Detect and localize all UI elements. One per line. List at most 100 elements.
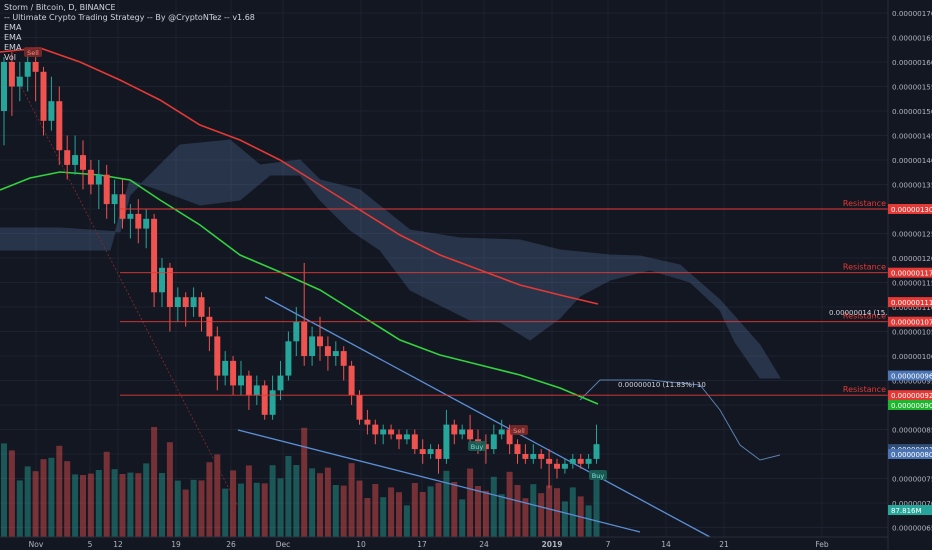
- wedge-upper-line: [264, 296, 711, 538]
- candle: [522, 444, 529, 464]
- candle-body: [340, 351, 347, 366]
- candle-body: [16, 76, 23, 87]
- cloud-area: [0, 139, 781, 379]
- indicator-ema-1[interactable]: EMA: [4, 23, 22, 32]
- volume-bar: [554, 488, 560, 537]
- trendlines[interactable]: [4, 54, 711, 538]
- candle: [245, 370, 252, 410]
- volume-bar: [32, 471, 39, 537]
- price-tick-label: 0.00000155: [892, 83, 932, 92]
- volume-bar: [214, 454, 221, 537]
- time-tick-label: Dec: [276, 540, 291, 549]
- volume-bar: [119, 474, 126, 537]
- volume-bar: [111, 469, 118, 537]
- time-tick-label: 12: [113, 540, 123, 549]
- volume-bar: [301, 427, 308, 537]
- price-tick-label: 0.00000140: [892, 156, 932, 165]
- candle-body: [514, 444, 521, 454]
- candle-body: [490, 434, 497, 450]
- candle-body: [403, 434, 410, 440]
- candle-body: [8, 62, 15, 87]
- volume-bar: [317, 473, 323, 537]
- time-tick-label: 17: [417, 540, 427, 549]
- volume-bar: [569, 487, 576, 537]
- measure-label-1: 0.00000014 (15.24%) 1: [829, 309, 912, 317]
- candle: [490, 424, 497, 454]
- candle-body: [159, 267, 165, 293]
- candle-body: [24, 62, 31, 77]
- candle: [585, 454, 592, 469]
- candle-body: [166, 267, 173, 307]
- time-axis[interactable]: Nov 5 12 19 26 Dec 10 17 24 2019 7 14 21 Feb: [29, 540, 829, 549]
- volume-bar: [277, 478, 284, 537]
- volume-bar: [443, 470, 450, 537]
- candle: [419, 439, 426, 464]
- candle-body: [443, 424, 450, 459]
- candle-body: [317, 336, 323, 347]
- candle: [356, 390, 363, 425]
- volume-bar: [16, 480, 23, 537]
- volume-bar: [482, 490, 489, 537]
- volume-bar: [8, 450, 15, 537]
- candle-body: [569, 458, 576, 464]
- candle: [222, 351, 229, 386]
- price-tick-label: 0.00000085: [892, 426, 932, 435]
- candle: [317, 316, 323, 361]
- ichimoku-cloud: [0, 139, 781, 461]
- candle-body: [459, 429, 466, 435]
- price-tick-label: 0.00000160: [892, 58, 932, 67]
- volume-bar: [380, 497, 387, 537]
- candles: [1, 52, 600, 489]
- candle: [182, 292, 189, 327]
- indicator-ema-3[interactable]: EMA: [4, 43, 22, 52]
- candle: [261, 380, 268, 420]
- signal-marker-label: Sell: [27, 49, 39, 57]
- candle-body: [245, 375, 252, 396]
- candle-body: [380, 429, 387, 435]
- volume-bar: [459, 499, 466, 537]
- candle: [238, 360, 244, 396]
- price-tick-label: 0.00000115: [892, 279, 932, 288]
- candle: [127, 204, 134, 239]
- volume-bar: [530, 484, 537, 537]
- volume-bar: [80, 475, 86, 537]
- volume-bar: [514, 485, 521, 537]
- candle-body: [554, 463, 560, 469]
- volume-bar: [48, 457, 55, 537]
- ema-fast-tag: 0.00000111: [891, 299, 932, 307]
- ema-slow-tag-bg: [888, 400, 932, 410]
- candle-body: [214, 336, 221, 376]
- candle-body: [538, 454, 545, 459]
- volume-bars: [1, 427, 600, 537]
- candle-body: [593, 444, 600, 459]
- candle-body: [388, 429, 395, 435]
- candle: [372, 419, 379, 445]
- candle-body: [95, 174, 102, 185]
- volume-bar: [135, 473, 142, 537]
- candle: [411, 429, 418, 454]
- candle: [166, 262, 173, 332]
- candle-body: [396, 434, 402, 440]
- candle-body: [411, 434, 418, 450]
- candle-body: [135, 213, 142, 229]
- resistance-tag-bg: [888, 390, 932, 401]
- candle: [253, 375, 260, 405]
- indicator-vol[interactable]: Vol: [4, 53, 16, 62]
- resistance-label: Resistance: [843, 385, 886, 394]
- candle-body: [498, 429, 505, 435]
- candle-body: [522, 454, 529, 459]
- candle-body: [277, 375, 284, 391]
- candle: [103, 164, 110, 219]
- volume-bar: [475, 486, 481, 537]
- volume-bar: [190, 479, 197, 537]
- candle: [538, 449, 545, 469]
- candle: [214, 326, 221, 391]
- price-tick-label: 0.00000075: [892, 475, 932, 484]
- candle-body: [585, 458, 592, 464]
- volume-bar: [506, 471, 513, 537]
- indicator-ema-2[interactable]: EMA: [4, 33, 22, 42]
- strategy-title[interactable]: -- Ultimate Crypto Trading Strategy -- B…: [4, 13, 255, 22]
- candle: [206, 307, 213, 352]
- symbol-title[interactable]: Storm / Bitcoin, D, BINANCE: [4, 3, 116, 12]
